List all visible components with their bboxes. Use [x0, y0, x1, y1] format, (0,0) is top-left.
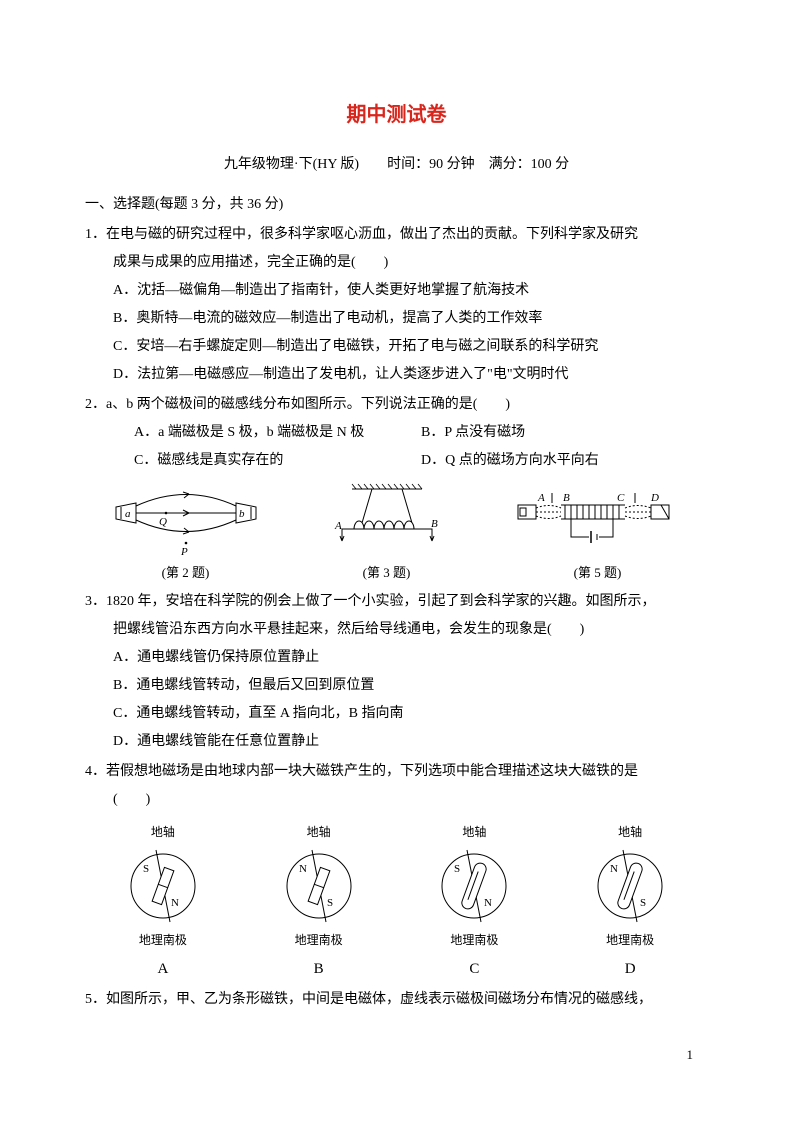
- exam-subtitle: 九年级物理·下(HY 版) 时间：90 分钟 满分：100 分: [85, 151, 708, 179]
- q4-option-fig-a: 地轴 S N 地理南极 A: [123, 820, 203, 984]
- q3-option-a: A．通电螺线管仍保持原位置静止: [85, 644, 708, 672]
- figure-row: a b Q P (第 2 题): [85, 481, 708, 586]
- q4-b-upper-pole: N: [299, 863, 307, 875]
- question-4: 4．若假想地磁场是由地球内部一块大磁铁产生的，下列选项中能合理描述这块大磁铁的是…: [85, 758, 708, 984]
- fig5-label-d: D: [650, 492, 659, 504]
- figure-q2-caption: (第 2 题): [111, 560, 261, 586]
- fig2-label-a: a: [125, 508, 131, 520]
- q4-d-svg: N S: [590, 846, 670, 926]
- q4-a-top-label: 地轴: [123, 820, 203, 844]
- q3-stem-line1: 3．1820 年，安培在科学院的例会上做了一个小实验，引起了到会科学家的兴趣。如…: [85, 588, 708, 616]
- q4-c-svg: S N: [434, 846, 514, 926]
- page-number: 1: [687, 1042, 694, 1068]
- q4-b-letter: B: [279, 954, 359, 984]
- q4-option-fig-d: 地轴 N S 地理南极 D: [590, 820, 670, 984]
- q2-stem: 2．a、b 两个磁极间的磁感线分布如图所示。下列说法正确的是( ): [85, 391, 708, 419]
- q3-option-b: B．通电螺线管转动，但最后又回到原位置: [85, 672, 708, 700]
- q4-option-fig-c: 地轴 S N 地理南极 C: [434, 820, 514, 984]
- q4-a-lower-pole: N: [171, 897, 179, 909]
- question-2: 2．a、b 两个磁极间的磁感线分布如图所示。下列说法正确的是( ) A．a 端磁…: [85, 391, 708, 475]
- fig2-label-q: Q: [159, 516, 167, 528]
- q2-option-b: B．P 点没有磁场: [421, 419, 708, 447]
- q4-d-letter: D: [590, 954, 670, 984]
- q4-d-lower-pole: S: [640, 897, 646, 909]
- q4-option-fig-b: 地轴 N S 地理南极 B: [279, 820, 359, 984]
- page: 期中测试卷 九年级物理·下(HY 版) 时间：90 分钟 满分：100 分 一、…: [0, 0, 793, 1122]
- q1-stem-line1: 1．在电与磁的研究过程中，很多科学家呕心沥血，做出了杰出的贡献。下列科学家及研究: [85, 221, 708, 249]
- question-3: 3．1820 年，安培在科学院的例会上做了一个小实验，引起了到会科学家的兴趣。如…: [85, 588, 708, 756]
- q1-stem-line2: 成果与成果的应用描述，完全正确的是( ): [85, 249, 708, 277]
- figure-q3: A B (第 3 题): [312, 481, 462, 586]
- figure-q2: a b Q P (第 2 题): [111, 481, 261, 586]
- section-1-heading: 一、选择题(每题 3 分，共 36 分): [85, 191, 708, 219]
- q4-c-letter: C: [434, 954, 514, 984]
- fig5-label-c: C: [617, 492, 625, 504]
- figure-q5: A B C D (第 5 题): [513, 481, 683, 586]
- fig5-label-a: A: [537, 492, 545, 504]
- figure-q3-caption: (第 3 题): [312, 560, 462, 586]
- exam-title: 期中测试卷: [85, 95, 708, 135]
- q4-stem-line2: ( ): [85, 786, 708, 814]
- question-1: 1．在电与磁的研究过程中，很多科学家呕心沥血，做出了杰出的贡献。下列科学家及研究…: [85, 221, 708, 389]
- fig2-label-b: b: [239, 508, 245, 520]
- q4-a-svg: S N: [123, 846, 203, 926]
- fig5-label-b: B: [563, 492, 570, 504]
- q1-option-a: A．沈括—磁偏角—制造出了指南针，使人类更好地掌握了航海技术: [85, 277, 708, 305]
- figure-q5-caption: (第 5 题): [513, 560, 683, 586]
- fig3-label-b: B: [431, 518, 438, 530]
- q4-c-top-label: 地轴: [434, 820, 514, 844]
- q4-b-bottom-label: 地理南极: [279, 928, 359, 952]
- q2-option-d: D．Q 点的磁场方向水平向右: [421, 447, 708, 475]
- fig2-label-p: P: [180, 546, 188, 556]
- q4-b-lower-pole: S: [327, 897, 333, 909]
- q4-c-upper-pole: S: [454, 863, 460, 875]
- q4-b-svg: N S: [279, 846, 359, 926]
- question-5: 5．如图所示，甲、乙为条形磁铁，中间是电磁体，虚线表示磁极间磁场分布情况的磁感线…: [85, 986, 708, 1014]
- q4-stem-line1: 4．若假想地磁场是由地球内部一块大磁铁产生的，下列选项中能合理描述这块大磁铁的是: [85, 758, 708, 786]
- q4-d-upper-pole: N: [610, 863, 618, 875]
- q4-d-top-label: 地轴: [590, 820, 670, 844]
- q1-option-d: D．法拉第—电磁感应—制造出了发电机，让人类逐步进入了"电"文明时代: [85, 361, 708, 389]
- q1-option-b: B．奥斯特—电流的磁效应—制造出了电动机，提高了人类的工作效率: [85, 305, 708, 333]
- figure-q5-svg: A B C D: [513, 481, 683, 556]
- figure-q3-svg: A B: [312, 481, 462, 556]
- q5-stem: 5．如图所示，甲、乙为条形磁铁，中间是电磁体，虚线表示磁极间磁场分布情况的磁感线…: [85, 986, 708, 1014]
- fig3-label-a: A: [334, 520, 342, 532]
- q2-option-c: C．磁感线是真实存在的: [134, 447, 421, 475]
- q4-figure-row: 地轴 S N 地理南极 A 地轴: [85, 820, 708, 984]
- q4-a-letter: A: [123, 954, 203, 984]
- q4-c-lower-pole: N: [484, 897, 492, 909]
- q3-option-c: C．通电螺线管转动，直至 A 指向北，B 指向南: [85, 700, 708, 728]
- q4-a-bottom-label: 地理南极: [123, 928, 203, 952]
- q3-stem-line2: 把螺线管沿东西方向水平悬挂起来，然后给导线通电，会发生的现象是( ): [85, 616, 708, 644]
- q3-option-d: D．通电螺线管能在任意位置静止: [85, 728, 708, 756]
- figure-q2-svg: a b Q P: [111, 481, 261, 556]
- q4-d-bottom-label: 地理南极: [590, 928, 670, 952]
- q1-option-c: C．安培—右手螺旋定则—制造出了电磁铁，开拓了电与磁之间联系的科学研究: [85, 333, 708, 361]
- q4-c-bottom-label: 地理南极: [434, 928, 514, 952]
- q4-a-upper-pole: S: [143, 863, 149, 875]
- q2-option-a: A．a 端磁极是 S 极，b 端磁极是 N 极: [134, 419, 421, 447]
- q4-b-top-label: 地轴: [279, 820, 359, 844]
